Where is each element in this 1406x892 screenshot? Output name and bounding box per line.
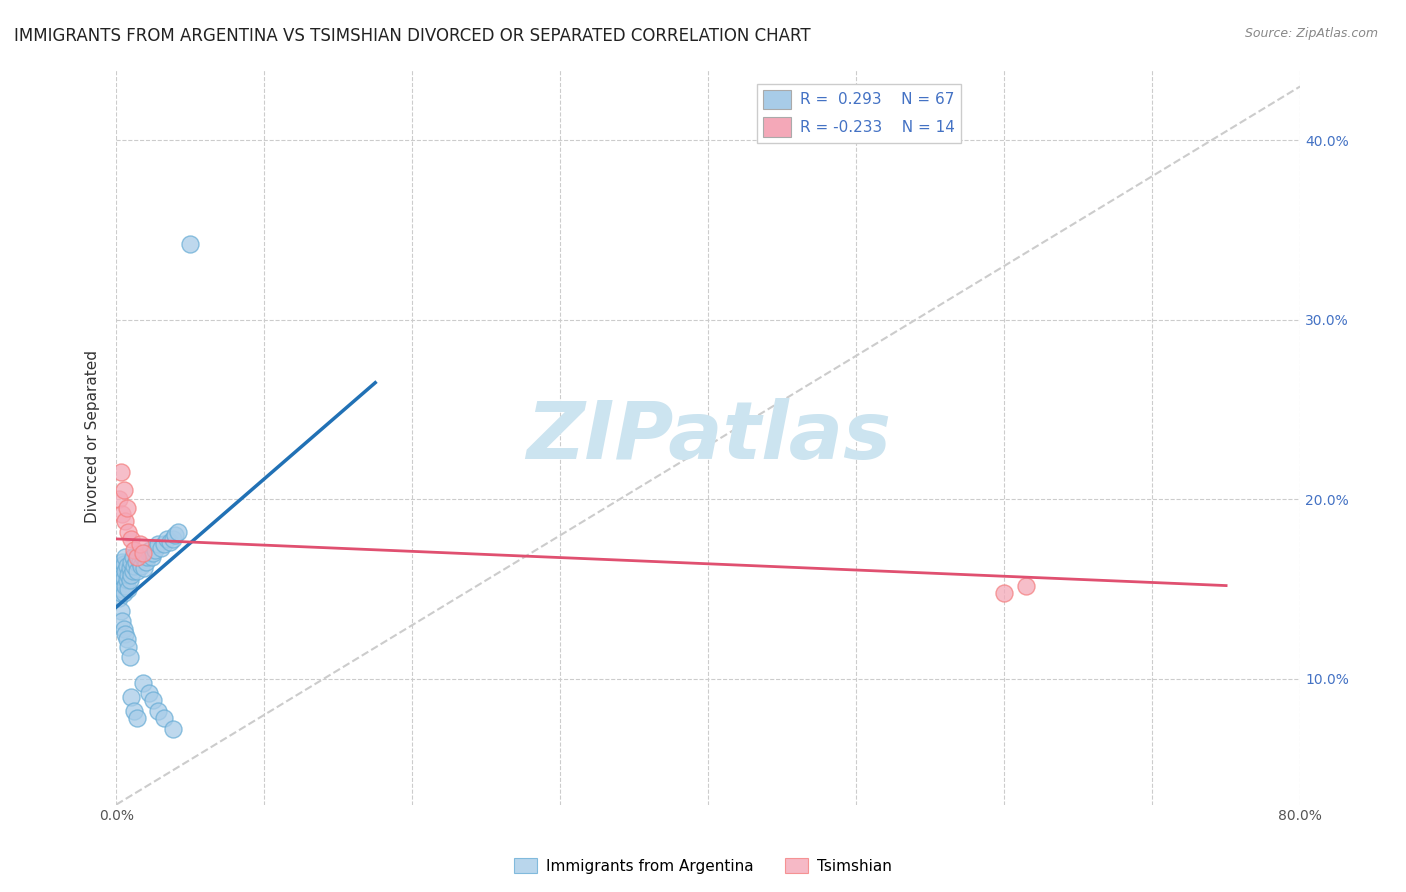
Point xyxy=(162,532,184,546)
Point xyxy=(112,586,135,600)
Point xyxy=(112,571,135,585)
Point xyxy=(114,514,136,528)
Point xyxy=(122,558,145,573)
Point xyxy=(111,582,134,597)
Point xyxy=(110,573,132,587)
Point xyxy=(143,542,166,557)
Point xyxy=(112,622,135,636)
Point xyxy=(107,582,129,597)
Point xyxy=(121,564,143,578)
Point xyxy=(129,555,152,569)
Point xyxy=(111,507,134,521)
Point xyxy=(162,723,184,737)
Point xyxy=(121,549,143,564)
Point xyxy=(146,537,169,551)
Point xyxy=(112,483,135,498)
Point xyxy=(110,560,132,574)
Point xyxy=(117,567,139,582)
Point xyxy=(117,582,139,597)
Point xyxy=(114,578,136,592)
Point xyxy=(127,549,149,564)
Point xyxy=(108,591,131,606)
Point xyxy=(132,549,155,564)
Point xyxy=(138,686,160,700)
Point xyxy=(142,546,165,560)
Point xyxy=(118,573,141,587)
Point xyxy=(129,537,152,551)
Text: IMMIGRANTS FROM ARGENTINA VS TSIMSHIAN DIVORCED OR SEPARATED CORRELATION CHART: IMMIGRANTS FROM ARGENTINA VS TSIMSHIAN D… xyxy=(14,27,811,45)
Point xyxy=(117,640,139,654)
Point xyxy=(108,492,131,507)
Point xyxy=(110,604,132,618)
Point xyxy=(107,573,129,587)
Point xyxy=(132,675,155,690)
Point xyxy=(125,549,148,564)
Point xyxy=(115,501,138,516)
Point xyxy=(167,524,190,539)
Text: ZIPatlas: ZIPatlas xyxy=(526,398,890,475)
Point xyxy=(146,704,169,718)
Point xyxy=(136,549,159,564)
Point xyxy=(138,546,160,560)
Point xyxy=(149,541,172,555)
Point xyxy=(159,535,181,549)
Point xyxy=(120,555,142,569)
Point xyxy=(117,524,139,539)
Point xyxy=(165,528,187,542)
Point xyxy=(120,532,142,546)
Point xyxy=(115,632,138,647)
Point xyxy=(125,564,148,578)
Point xyxy=(111,615,134,629)
Point xyxy=(108,558,131,573)
Point xyxy=(125,711,148,725)
Point xyxy=(124,555,146,569)
Point xyxy=(120,567,142,582)
Point xyxy=(134,560,156,574)
Point xyxy=(122,542,145,557)
Point xyxy=(118,650,141,665)
Point xyxy=(155,532,177,546)
Point xyxy=(111,569,134,583)
Point xyxy=(108,567,131,582)
Point xyxy=(115,558,138,573)
Point xyxy=(110,466,132,480)
Point xyxy=(152,537,174,551)
Point xyxy=(112,557,135,571)
Point xyxy=(122,704,145,718)
Point xyxy=(114,564,136,578)
Point xyxy=(115,573,138,587)
Point xyxy=(152,711,174,725)
Point xyxy=(139,542,162,557)
Point xyxy=(179,237,201,252)
Point xyxy=(118,560,141,574)
Point xyxy=(114,549,136,564)
Point xyxy=(1015,578,1038,592)
Legend: R =  0.293    N = 67, R = -0.233    N = 14: R = 0.293 N = 67, R = -0.233 N = 14 xyxy=(758,84,960,143)
Point xyxy=(131,558,153,573)
Point xyxy=(142,693,165,707)
Legend: Immigrants from Argentina, Tsimshian: Immigrants from Argentina, Tsimshian xyxy=(509,852,897,880)
Point xyxy=(135,555,157,569)
Point xyxy=(993,586,1015,600)
Point xyxy=(141,549,163,564)
Point xyxy=(111,555,134,569)
Point xyxy=(110,586,132,600)
Point xyxy=(120,690,142,704)
Text: Source: ZipAtlas.com: Source: ZipAtlas.com xyxy=(1244,27,1378,40)
Y-axis label: Divorced or Separated: Divorced or Separated xyxy=(86,350,100,523)
Point xyxy=(132,546,155,560)
Point xyxy=(114,627,136,641)
